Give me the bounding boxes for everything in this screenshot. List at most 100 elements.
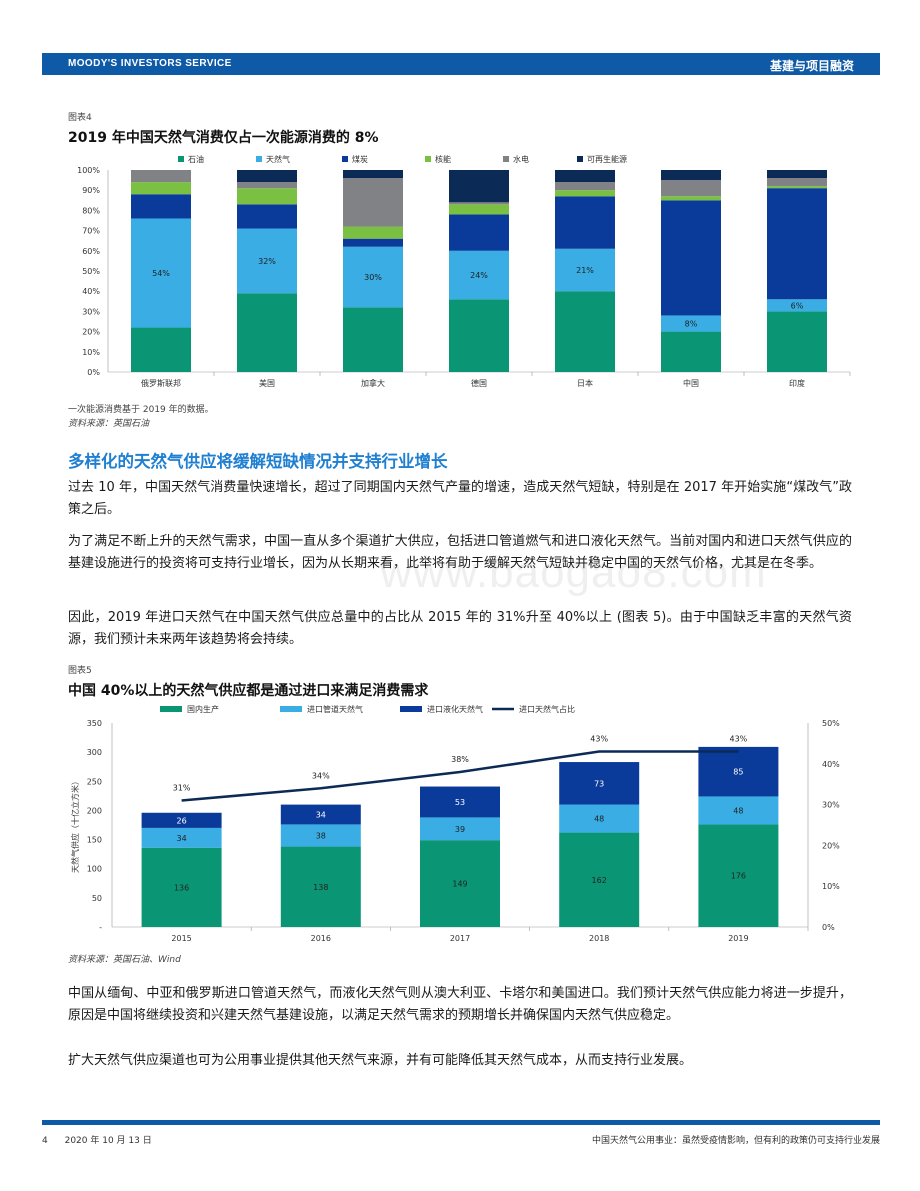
- y-tick-label: 350: [87, 719, 102, 728]
- bar-segment: [767, 188, 827, 300]
- bar-segment: [280, 824, 361, 847]
- bar-segment: [343, 178, 403, 227]
- paragraph-2: 为了满足不断上升的天然气需求，中国一直从多个渠道扩大供应，包括进口管道燃气和进口…: [68, 534, 852, 571]
- legend-item: 水电: [503, 154, 529, 164]
- bar-segment: [555, 291, 615, 372]
- y-tick-label: 60%: [82, 247, 100, 256]
- data-label: 54%: [152, 269, 170, 278]
- bar-segment: [559, 832, 640, 927]
- legend-swatch: [425, 156, 431, 162]
- data-label: 21%: [576, 266, 594, 275]
- data-label: 53: [455, 798, 465, 807]
- data-label: 138: [313, 883, 328, 892]
- figure5-chart: 国内生产 进口管道天然气 进口液化天然气 进口天然气占比 - 50 100 150 200 250…: [70, 704, 840, 943]
- line-data-label: 34%: [312, 771, 330, 780]
- x-tick-label: 2015: [171, 934, 191, 943]
- data-label: 34: [316, 811, 326, 820]
- legend-swatch: [503, 156, 509, 162]
- bar-segment: [661, 315, 721, 332]
- bar-segment: [555, 170, 615, 183]
- legend-item: 煤炭: [342, 154, 368, 164]
- data-label: 26: [177, 816, 187, 825]
- y-tick-label: 50%: [82, 267, 100, 276]
- figure4-source: 资料来源：英国石油: [68, 419, 150, 429]
- bar-segment: [343, 238, 403, 247]
- data-label: 34: [177, 834, 187, 843]
- bar-segment: [555, 196, 615, 249]
- legend-label: 进口管道天然气: [307, 704, 363, 714]
- bar-segment: [237, 293, 297, 372]
- legend-swatch: [160, 706, 182, 712]
- bar-segment: [559, 804, 640, 833]
- data-label: 85: [733, 768, 743, 777]
- bar-segment: [131, 170, 191, 183]
- legend-item: 国内生产: [160, 704, 219, 714]
- bar-segment: [343, 170, 403, 179]
- x-tick-label: 2016: [311, 934, 331, 943]
- y-tick-label: 100: [87, 865, 102, 874]
- bar-segment: [449, 250, 509, 300]
- x-tick-label: 德国: [471, 378, 487, 388]
- bar-segment: [420, 786, 500, 818]
- legend-label: 天然气: [266, 154, 290, 164]
- legend-swatch: [256, 156, 262, 162]
- x-tick-label: 2018: [589, 934, 609, 943]
- bar-segment: [420, 817, 500, 841]
- y2-tick-label: 20%: [822, 841, 840, 850]
- figure5-caption: 图表5: [68, 666, 92, 676]
- figure4-note: 一次能源消费基于 2019 年的数据。: [68, 405, 214, 415]
- legend-item: 可再生能源: [577, 154, 627, 164]
- figure5-source: 资料来源：英国石油、Wind: [68, 955, 181, 965]
- x-tick-label: 2019: [728, 934, 748, 943]
- y2-tick-label: 50%: [822, 719, 840, 728]
- section-heading: 多样化的天然气供应将缓解短缺情况并支持行业增长: [68, 452, 448, 471]
- y-tick-label: 100%: [77, 166, 100, 175]
- y-tick-label: 20%: [82, 328, 100, 337]
- bar-segment: [237, 182, 297, 189]
- bar-segment: [767, 178, 827, 187]
- bar-segment: [661, 180, 721, 197]
- line-data-label: 31%: [173, 784, 191, 793]
- legend-item: 进口液化天然气: [400, 704, 483, 714]
- data-label: 136: [174, 883, 189, 892]
- figure5-title: 中国 40%以上的天然气供应都是通过进口来满足消费需求: [68, 683, 429, 699]
- legend-label: 进口液化天然气: [427, 704, 483, 714]
- bar-segment: [343, 246, 403, 308]
- line-data-label: 38%: [451, 755, 469, 764]
- x-tick-label: 中国: [683, 378, 699, 388]
- bar-segment: [131, 194, 191, 219]
- data-label: 39: [455, 825, 465, 834]
- page-number: 4: [42, 1136, 48, 1146]
- y-tick-label: 150: [87, 836, 102, 845]
- footer-bar: [42, 1120, 880, 1125]
- bar-segment: [698, 796, 779, 825]
- legend-label: 进口天然气占比: [519, 704, 575, 714]
- x-tick-label: 日本: [577, 378, 593, 388]
- line-data-label: 43%: [730, 735, 748, 744]
- x-tick-label: 美国: [259, 378, 275, 388]
- brand-name: MOODY'S INVESTORS SERVICE: [68, 58, 232, 69]
- bar-segment: [767, 170, 827, 179]
- x-tick-label: 加拿大: [361, 378, 385, 388]
- data-label: 32%: [258, 257, 276, 266]
- bar-segment: [698, 824, 779, 927]
- figure4-caption: 图表4: [68, 113, 92, 123]
- bar-segment: [559, 762, 640, 805]
- bar-segment: [343, 226, 403, 239]
- bar-segment: [767, 299, 827, 312]
- y-tick-label: -: [99, 923, 102, 932]
- section-label: 基建与项目融资: [769, 59, 854, 73]
- y-tick-label: 70%: [82, 227, 100, 236]
- bar-segment: [661, 331, 721, 372]
- paragraph-4: 中国从缅甸、中亚和俄罗斯进口管道天然气，而液化天然气则从澳大利亚、卡塔尔和美国进…: [68, 986, 852, 1023]
- bar-segment: [449, 170, 509, 203]
- data-label: 8%: [685, 320, 698, 329]
- legend-swatch: [280, 706, 302, 712]
- legend-label: 石油: [188, 154, 204, 164]
- data-label: 149: [452, 880, 467, 889]
- y-tick-label: 80%: [82, 206, 100, 215]
- data-label: 73: [594, 779, 604, 788]
- bar-segment: [131, 327, 191, 372]
- paragraph-3: 因此，2019 年进口天然气在中国天然气供应总量中的占比从 2015 年的 31…: [68, 610, 852, 647]
- bar-segment: [141, 827, 222, 848]
